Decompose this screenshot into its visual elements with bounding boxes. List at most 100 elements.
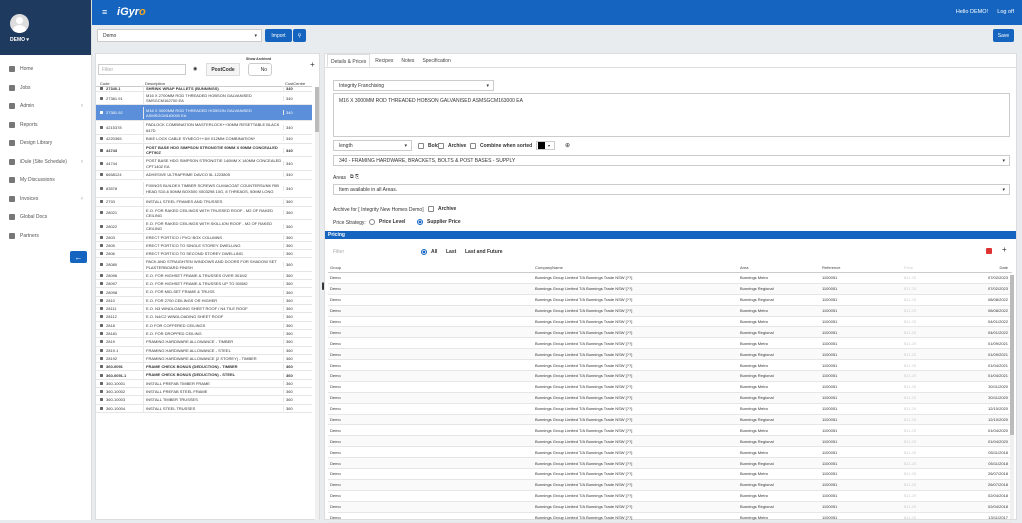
unit-select[interactable]: length ▾ <box>333 140 412 151</box>
header-reference[interactable]: Reference <box>822 265 841 270</box>
pricing-row[interactable]: Demo Bunnings Group Limited T/A Bunnings … <box>328 501 1012 513</box>
pricing-row[interactable]: Demo Bunnings Group Limited T/A Bunnings … <box>328 317 1012 328</box>
table-row[interactable]: 360-0091 FRAME CHECK BONUS (DEDUCTION) - … <box>96 363 312 372</box>
table-row[interactable]: 4215378 PADLOCK COMBINATION MASTERLOCK++3… <box>96 121 312 135</box>
all-radio[interactable]: All <box>421 249 437 255</box>
pricing-row[interactable]: Demo Bunnings Group Limited T/A Bunnings … <box>328 491 1012 502</box>
pricing-row[interactable]: Demo Bunnings Group Limited T/A Bunnings … <box>328 425 1012 437</box>
scrollbar[interactable] <box>315 87 319 520</box>
table-row[interactable]: 28112 E.O. N4/C2 WINDLOADING SHEET ROOF 36… <box>96 313 312 322</box>
archive-checkbox[interactable]: Archive <box>438 143 466 149</box>
table-row[interactable]: 27381.92 M16 X 3000MM ROD THREADED HOBSON… <box>96 105 312 122</box>
hamburger-icon[interactable]: ≡ <box>102 7 108 17</box>
table-row[interactable]: 44744 POST BASE HDG SIMPSON STRONGTIE 140… <box>96 157 312 171</box>
pricing-row[interactable]: Demo Bunnings Group Limited T/A Bunnings … <box>328 273 1012 284</box>
pricing-row[interactable]: Demo Bunnings Group Limited T/A Bunnings … <box>328 338 1012 350</box>
description-field[interactable]: M16 X 3000MM ROD THREADED HOBSON GALVANI… <box>333 93 1010 137</box>
add-price-icon[interactable]: + <box>1002 245 1007 254</box>
sidebar-item-admin[interactable]: Admin ‹ <box>0 97 91 116</box>
save-button[interactable]: Save <box>993 29 1014 42</box>
pricing-row[interactable]: Demo Bunnings Group Limited T/A Bunnings … <box>328 513 1012 523</box>
tab-notes[interactable]: Notes <box>401 58 415 64</box>
supplier-price-radio[interactable]: Supplier Price <box>417 219 461 225</box>
archive-for-checkbox[interactable]: Archive <box>428 206 456 212</box>
avatar[interactable] <box>10 14 29 33</box>
user-menu[interactable]: DEMO ▾ <box>10 37 29 43</box>
collapse-sidebar-button[interactable]: ← <box>70 251 87 263</box>
pricing-row[interactable]: Demo Bunnings Group Limited T/A Bunnings … <box>328 283 1012 295</box>
table-row[interactable]: 2818 E.O FOR COFFERED CEILINGS 360 <box>96 321 312 330</box>
pricing-row[interactable]: Demo Bunnings Group Limited T/A Bunnings … <box>328 371 1012 382</box>
header-date[interactable]: Date <box>999 265 1008 270</box>
table-row[interactable]: 2805 ERECT PORTICO TO SINGLE STOREY DWELL… <box>96 241 312 251</box>
sidebar-item-reports[interactable]: Reports <box>0 116 91 135</box>
price-level-radio[interactable]: Price Level <box>369 219 405 225</box>
table-row[interactable]: 28097 E.O. FOR HIGHSET FRAME & TRUSSES UP… <box>96 280 312 289</box>
sidebar-item-design-library[interactable]: Design Library <box>0 134 91 153</box>
pricing-row[interactable]: Demo Bunnings Group Limited T/A Bunnings … <box>328 360 1012 372</box>
pricing-row[interactable]: Demo Bunnings Group Limited T/A Bunnings … <box>328 305 1012 317</box>
pricing-row[interactable]: Demo Bunnings Group Limited T/A Bunnings … <box>328 349 1012 361</box>
pricing-row[interactable]: Demo Bunnings Group Limited T/A Bunnings … <box>328 414 1012 426</box>
table-row[interactable]: 27381.91 M16 X 2700MM ROD THREADED HOBSON… <box>96 91 312 106</box>
filter-input[interactable]: Filter <box>98 64 186 75</box>
pricing-row[interactable]: Demo Bunnings Group Limited T/A Bunnings … <box>328 404 1012 415</box>
table-row[interactable]: 28111 E.O. N3 WINDLOADING SHEET ROOF / N4… <box>96 305 312 314</box>
pricing-row[interactable]: Demo Bunnings Group Limited T/A Bunnings … <box>328 436 1012 448</box>
settings-icon[interactable]: ⊕ <box>565 143 571 149</box>
bold-checkbox[interactable]: Bold <box>418 143 439 149</box>
scrollbar-thumb[interactable] <box>315 87 319 132</box>
table-row[interactable]: 2819.1 FRAMING HARDWARE ALLOWANCE - STEEL… <box>96 346 312 355</box>
delete-icon[interactable] <box>986 248 992 254</box>
table-row[interactable]: 28080 PACK AND STRAIGHTEN WINDOWS AND DOO… <box>96 258 312 272</box>
pane-splitter[interactable]: ▐ <box>320 53 324 520</box>
table-row[interactable]: 28022 E.O. FOR RAKED CEILINGS WITH SKILLI… <box>96 220 312 234</box>
sidebar-item-idule-site-schedule[interactable]: iDule (Site Schedule) ‹ <box>0 153 91 172</box>
table-row[interactable]: 2810 E.O. FOR 2700 CEILINGS OR HIGHER 360 <box>96 296 312 306</box>
location-button[interactable]: ⚲ <box>293 29 306 42</box>
table-row[interactable]: 360-10002 INSTALL PREFAB STEEL FRAME 360 <box>96 388 312 397</box>
header-costcentre[interactable]: CostCentre <box>285 80 306 86</box>
tab-recipes[interactable]: Recipes <box>375 58 394 64</box>
table-row[interactable]: 28096 E.O. FOR HIGHSET FRAME & TRUSSES OV… <box>96 271 312 281</box>
last-and-future-radio[interactable]: Last and Future <box>465 249 503 255</box>
sidebar-item-partners[interactable]: Partners <box>0 227 91 246</box>
sidebar-item-home[interactable]: Home <box>0 60 91 79</box>
table-row[interactable]: 44743 POST BASE HDG SIMPSON STRONGTIE 90M… <box>96 143 312 158</box>
last-radio[interactable]: Last <box>446 249 457 255</box>
eye-icon[interactable]: ◉ <box>193 66 198 72</box>
table-row[interactable]: 28021 E.O. FOR RAKED CEILINGS WITH TRUSSE… <box>96 206 312 221</box>
pricing-filter-input[interactable]: Filter <box>333 249 345 255</box>
table-row[interactable]: 360-10004 INSTALL STEEL TRUSSES 360 <box>96 404 312 413</box>
table-row[interactable]: 6658124 ADHESIVE ULTRAPRIME DAVCO 5L 1223… <box>96 171 312 180</box>
cost-centre-select[interactable]: 340 - FRAMING HARDWARE, BRACKETS, BOLTS … <box>333 155 1010 166</box>
sidebar-item-jobs[interactable]: Jobs <box>0 79 91 98</box>
table-row[interactable]: 83578 FIXINGS BUILDEX TIMBER SCREWS CLIMA… <box>96 180 312 199</box>
franchise-select[interactable]: Integrity Franchising ▾ <box>333 80 494 91</box>
logoff-link[interactable]: Log off <box>997 9 1014 15</box>
pricing-scrollbar-thumb[interactable] <box>1010 275 1014 435</box>
pricing-row[interactable]: Demo Bunnings Group Limited T/A Bunnings … <box>328 295 1012 306</box>
table-row[interactable]: 4220365 BIKE LOCK CABLE SYNECO++1M X12MM … <box>96 135 312 144</box>
header-companyname[interactable]: CompanyName <box>535 265 563 270</box>
table-row[interactable]: 27340.1 SHRINK WRAP PALLETS (BUNNINGS) 340 <box>96 85 312 93</box>
pricing-row[interactable]: Demo Bunnings Group Limited T/A Bunnings … <box>328 469 1012 480</box>
header-price[interactable]: Price <box>904 265 914 270</box>
copy-icon[interactable]: ⧉ ⎘ <box>350 174 359 180</box>
tab-details-prices[interactable]: Details & Prices <box>327 54 371 67</box>
table-row[interactable]: 2806 ERECT PORTICO TO SECOND STOREY DWELL… <box>96 250 312 259</box>
table-row[interactable]: 28181 E.O. FOR DROPPED CEILING 360 <box>96 329 312 339</box>
company-select[interactable]: Demo ▾ <box>97 29 262 42</box>
pricing-row[interactable]: Demo Bunnings Group Limited T/A Bunnings … <box>328 327 1012 339</box>
table-row[interactable]: 2803 ERECT PORTICO / PVC/ BOX COLUMNS 360 <box>96 233 312 242</box>
table-row[interactable]: 360-0091.1 FRAME CHECK BONUS (DEDUCTION) … <box>96 371 312 380</box>
sidebar-item-my-discussions[interactable]: My Discussions <box>0 171 91 190</box>
header-group[interactable]: Group <box>330 265 342 270</box>
table-row[interactable]: 28098 E.O. FOR MID-SET FRAME & TRUSS 360 <box>96 288 312 297</box>
table-row[interactable]: 28192 FRAMING HARDWARE ALLOWANCE (2 STORE… <box>96 354 312 364</box>
pricing-row[interactable]: Demo Bunnings Group Limited T/A Bunnings … <box>328 479 1012 491</box>
tab-specification[interactable]: Specification <box>422 58 451 64</box>
header-code[interactable]: Code <box>100 80 110 86</box>
pricing-row[interactable]: Demo Bunnings Group Limited T/A Bunnings … <box>328 458 1012 470</box>
header-area[interactable]: Area <box>740 265 749 270</box>
